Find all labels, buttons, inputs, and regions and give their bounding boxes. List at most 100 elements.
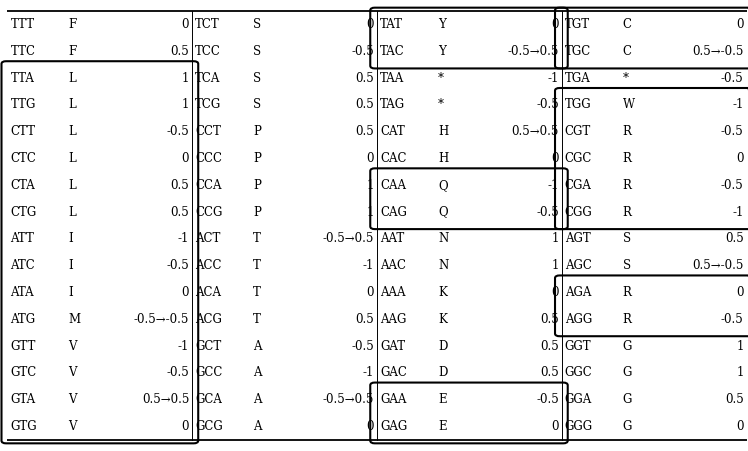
Text: A: A	[254, 340, 262, 353]
Text: 0.5: 0.5	[725, 232, 744, 245]
Text: 0: 0	[551, 286, 559, 299]
Text: ATT: ATT	[10, 232, 34, 245]
Text: 0.5: 0.5	[171, 45, 189, 58]
Text: 1: 1	[367, 206, 374, 219]
Text: R: R	[623, 179, 631, 192]
Text: L: L	[69, 152, 76, 165]
Text: TTT: TTT	[10, 18, 34, 31]
Text: CCC: CCC	[195, 152, 222, 165]
Text: 0: 0	[551, 152, 559, 165]
Text: GTG: GTG	[10, 420, 37, 433]
Text: GTT: GTT	[10, 340, 36, 353]
Text: -0.5→0.5: -0.5→0.5	[507, 45, 559, 58]
Text: W: W	[623, 98, 635, 111]
Text: CCT: CCT	[195, 125, 221, 138]
Text: -1: -1	[548, 179, 559, 192]
Text: CGG: CGG	[565, 206, 592, 219]
Text: 0.5→-0.5: 0.5→-0.5	[692, 259, 744, 272]
Text: -0.5: -0.5	[536, 393, 559, 406]
Text: -0.5: -0.5	[721, 125, 744, 138]
Text: 0.5: 0.5	[540, 366, 559, 379]
Text: S: S	[623, 259, 631, 272]
Text: A: A	[254, 393, 262, 406]
Text: 0: 0	[551, 420, 559, 433]
Text: V: V	[69, 366, 77, 379]
Text: TGT: TGT	[565, 18, 590, 31]
Text: CAC: CAC	[380, 152, 406, 165]
Text: -1: -1	[732, 206, 744, 219]
Text: A: A	[254, 366, 262, 379]
Text: S: S	[254, 72, 261, 85]
Text: Q: Q	[438, 179, 447, 192]
Text: I: I	[69, 286, 73, 299]
Text: AAT: AAT	[380, 232, 404, 245]
Text: *: *	[438, 72, 444, 85]
Text: E: E	[438, 420, 447, 433]
Text: 0.5: 0.5	[171, 179, 189, 192]
Text: 0: 0	[182, 286, 189, 299]
Text: 1: 1	[182, 98, 189, 111]
Text: L: L	[69, 179, 76, 192]
Text: -0.5→-0.5: -0.5→-0.5	[134, 313, 189, 326]
Text: -0.5: -0.5	[167, 125, 189, 138]
Text: -0.5: -0.5	[721, 179, 744, 192]
Text: N: N	[438, 232, 448, 245]
Text: 0.5→-0.5: 0.5→-0.5	[692, 45, 744, 58]
Text: GGC: GGC	[565, 366, 592, 379]
Text: S: S	[254, 18, 261, 31]
Text: R: R	[623, 313, 631, 326]
Text: 1: 1	[736, 340, 744, 353]
Text: 0.5: 0.5	[540, 313, 559, 326]
Text: F: F	[69, 45, 77, 58]
Text: CTT: CTT	[10, 125, 35, 138]
Text: AAA: AAA	[380, 286, 405, 299]
Text: ACC: ACC	[195, 259, 221, 272]
Text: R: R	[623, 206, 631, 219]
Text: TGA: TGA	[565, 72, 590, 85]
Text: AAG: AAG	[380, 313, 406, 326]
Text: V: V	[69, 393, 77, 406]
Text: AGC: AGC	[565, 259, 592, 272]
Text: ACT: ACT	[195, 232, 221, 245]
Text: R: R	[623, 286, 631, 299]
Text: 0: 0	[182, 18, 189, 31]
Text: -0.5: -0.5	[167, 259, 189, 272]
Text: CAG: CAG	[380, 206, 407, 219]
Text: -1: -1	[363, 259, 374, 272]
Text: TCG: TCG	[195, 98, 221, 111]
Text: -0.5: -0.5	[352, 45, 374, 58]
Text: 0.5: 0.5	[540, 340, 559, 353]
Text: AGA: AGA	[565, 286, 591, 299]
Text: P: P	[254, 179, 261, 192]
Text: 0: 0	[736, 286, 744, 299]
Text: TCT: TCT	[195, 18, 220, 31]
Text: T: T	[254, 313, 261, 326]
Text: R: R	[623, 125, 631, 138]
Text: V: V	[69, 340, 77, 353]
Text: M: M	[69, 313, 81, 326]
Text: TAG: TAG	[380, 98, 405, 111]
Text: 0: 0	[182, 152, 189, 165]
Text: P: P	[254, 125, 261, 138]
Text: Q: Q	[438, 206, 447, 219]
Text: A: A	[254, 420, 262, 433]
Text: -0.5: -0.5	[721, 313, 744, 326]
Text: -0.5: -0.5	[536, 98, 559, 111]
Text: H: H	[438, 125, 448, 138]
Text: 0: 0	[367, 286, 374, 299]
Text: GAC: GAC	[380, 366, 407, 379]
Text: CAT: CAT	[380, 125, 405, 138]
Text: 0: 0	[551, 18, 559, 31]
Text: V: V	[69, 420, 77, 433]
Text: 1: 1	[551, 259, 559, 272]
Text: P: P	[254, 152, 261, 165]
Text: T: T	[254, 232, 261, 245]
Text: 0.5→0.5: 0.5→0.5	[142, 393, 189, 406]
Text: 0.5: 0.5	[355, 125, 374, 138]
Text: N: N	[438, 259, 448, 272]
Text: TAT: TAT	[380, 18, 403, 31]
Text: 1: 1	[367, 179, 374, 192]
Text: GGA: GGA	[565, 393, 592, 406]
Text: C: C	[623, 18, 632, 31]
Text: CAA: CAA	[380, 179, 406, 192]
